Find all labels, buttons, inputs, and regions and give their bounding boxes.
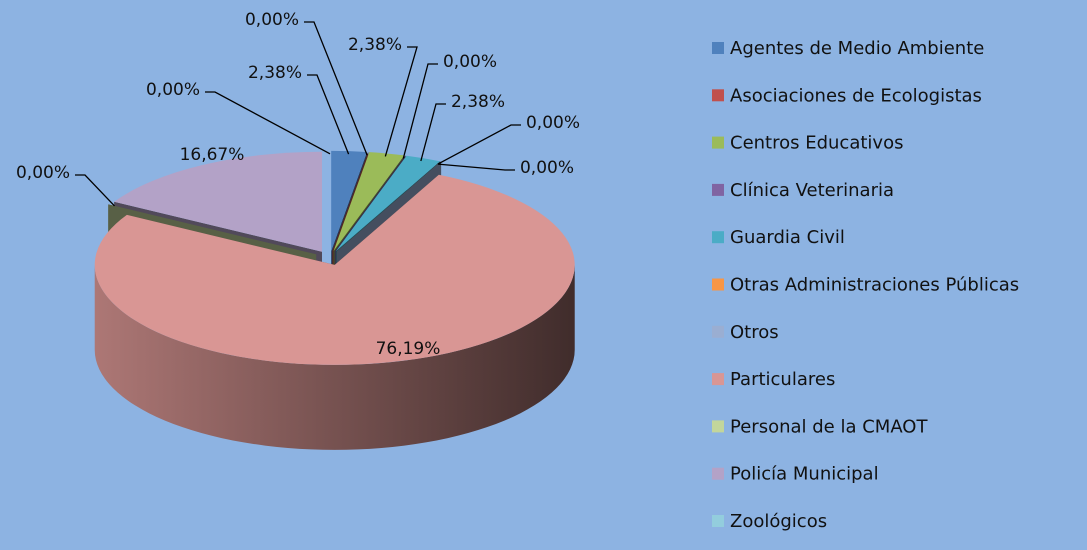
data-label: 0,00% bbox=[443, 52, 497, 72]
legend-marker bbox=[712, 231, 724, 244]
data-label: 0,00% bbox=[245, 10, 299, 30]
legend-label: Centros Educativos bbox=[730, 133, 903, 154]
slice-top bbox=[335, 155, 440, 252]
slice-wall bbox=[94, 264, 575, 450]
data-label: 76,19% bbox=[376, 339, 441, 359]
legend-marker bbox=[712, 278, 724, 291]
legend-marker bbox=[712, 467, 724, 480]
slice-top bbox=[94, 174, 575, 365]
legend-marker bbox=[712, 42, 724, 54]
legend-label: Personal de la CMAOT bbox=[730, 416, 928, 437]
legend-label: Particulares bbox=[730, 369, 835, 390]
legend-label: Otros bbox=[730, 322, 779, 343]
legend-marker bbox=[712, 373, 724, 386]
leader-line bbox=[437, 163, 515, 171]
slice bbox=[94, 174, 575, 450]
leader-line bbox=[437, 124, 521, 165]
slice-top bbox=[331, 150, 367, 251]
leader-line bbox=[304, 21, 368, 156]
legend-marker bbox=[712, 325, 724, 338]
slice-top bbox=[114, 151, 322, 252]
data-label: 0,00% bbox=[526, 113, 580, 133]
leader-line bbox=[384, 46, 418, 157]
legend-label: Guardia Civil bbox=[730, 227, 845, 248]
legend-label: Zoológicos bbox=[730, 511, 827, 532]
legend-label: Otras Administraciones Públicas bbox=[730, 275, 1019, 296]
leader-line bbox=[402, 63, 438, 159]
leader-line bbox=[307, 74, 350, 155]
leader-line bbox=[420, 103, 446, 162]
legend-label: Policía Municipal bbox=[730, 464, 879, 485]
data-label: 2,38% bbox=[348, 35, 402, 55]
data-label: 2,38% bbox=[248, 63, 302, 83]
data-label: 16,67% bbox=[180, 145, 245, 165]
legend-marker bbox=[712, 420, 724, 433]
legend-label: Clínica Veterinaria bbox=[730, 180, 894, 201]
leader-line bbox=[205, 91, 331, 155]
slice-top bbox=[108, 204, 317, 255]
legend-marker bbox=[712, 89, 724, 102]
slice-top bbox=[336, 161, 442, 252]
legend-marker bbox=[712, 183, 724, 196]
legend-label: Agentes de Medio Ambiente bbox=[730, 38, 984, 59]
data-label: 0,00% bbox=[16, 163, 70, 183]
legend-marker bbox=[712, 515, 724, 527]
data-label: 0,00% bbox=[520, 158, 574, 178]
legend-label: Asociaciones de Ecologistas bbox=[730, 85, 982, 106]
data-label: 0,00% bbox=[146, 80, 200, 100]
legend-marker bbox=[712, 136, 724, 149]
slice-top bbox=[333, 152, 405, 251]
leader-line bbox=[75, 174, 115, 207]
data-label: 2,38% bbox=[451, 92, 505, 112]
